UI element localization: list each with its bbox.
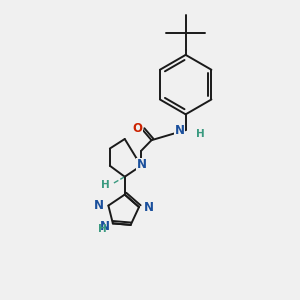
Text: N: N [175,124,185,136]
Text: N: N [94,199,104,212]
Text: N: N [137,158,147,171]
Text: H: H [98,224,107,234]
Text: N: N [100,220,110,233]
Text: N: N [144,201,154,214]
Text: H: H [196,129,205,139]
Text: O: O [132,122,142,135]
Text: H: H [100,180,109,190]
